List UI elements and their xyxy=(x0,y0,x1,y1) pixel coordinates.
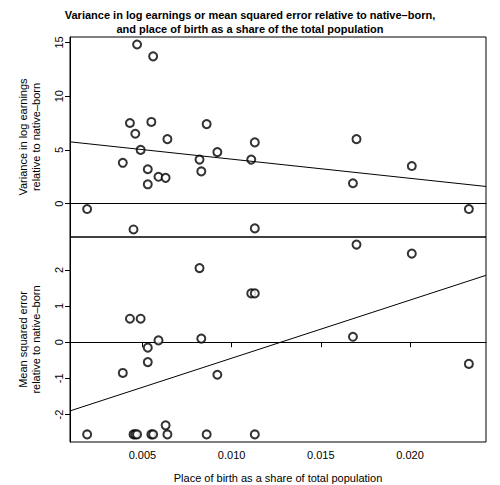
svg-text:relative to native–born: relative to native–born xyxy=(30,285,42,393)
svg-text:and place of birth as a share: and place of birth as a share of the tot… xyxy=(116,23,383,35)
svg-text:0.020: 0.020 xyxy=(396,449,424,461)
svg-text:0.015: 0.015 xyxy=(307,449,335,461)
svg-text:0: 0 xyxy=(53,339,65,345)
svg-text:0.005: 0.005 xyxy=(129,449,157,461)
svg-text:15: 15 xyxy=(53,36,65,48)
svg-text:2: 2 xyxy=(53,267,65,273)
svg-text:Mean squared error: Mean squared error xyxy=(17,291,29,388)
svg-text:-2: -2 xyxy=(53,410,65,420)
svg-text:relative to native–born: relative to native–born xyxy=(30,83,42,191)
svg-text:0: 0 xyxy=(53,201,65,207)
svg-text:0.010: 0.010 xyxy=(218,449,246,461)
svg-text:5: 5 xyxy=(53,147,65,153)
svg-text:10: 10 xyxy=(53,90,65,102)
svg-text:-1: -1 xyxy=(53,373,65,383)
svg-text:Variance in log earnings: Variance in log earnings xyxy=(17,78,29,196)
svg-text:Place of birth as a share of t: Place of birth as a share of total popul… xyxy=(174,472,383,484)
svg-text:1: 1 xyxy=(53,303,65,309)
svg-text:Variance in log earnings or me: Variance in log earnings or mean squared… xyxy=(65,9,435,21)
